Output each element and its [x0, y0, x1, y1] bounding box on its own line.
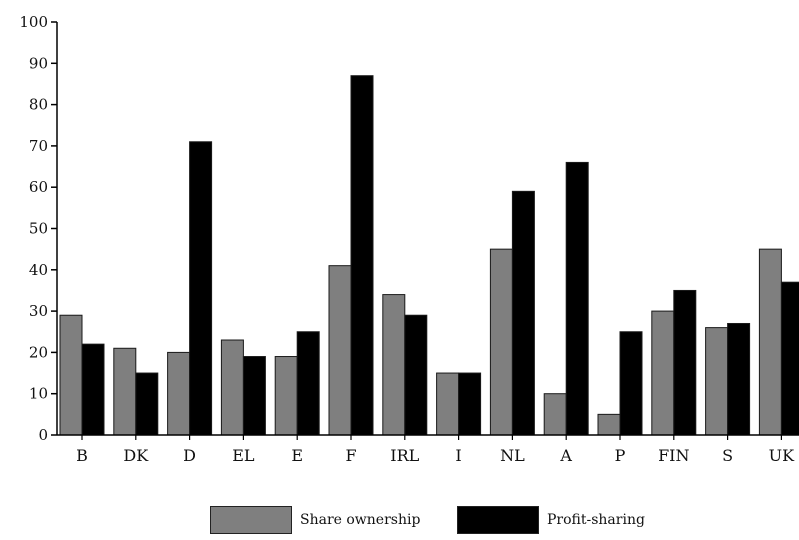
x-tick-label-d: D [183, 446, 196, 465]
legend-label-profit-sharing: Profit-sharing [547, 512, 645, 528]
y-tick-label: 80 [29, 96, 48, 114]
x-tick-label-dk: DK [123, 446, 149, 465]
bar-profit-sharing-el [242, 356, 266, 436]
bar-share-ownership-el [220, 339, 244, 436]
x-tick-label-fin: FIN [658, 446, 689, 465]
x-tick-label-p: P [615, 446, 626, 465]
x-tick-label-irl: IRL [390, 446, 419, 465]
bar-share-ownership-p [597, 413, 621, 436]
legend-swatch-profit-sharing [457, 506, 539, 534]
bar-share-ownership-e [274, 356, 298, 436]
y-tick-label: 10 [29, 385, 48, 403]
y-tick-label: 30 [29, 302, 48, 320]
bar-profit-sharing-b [81, 343, 105, 436]
y-tick-label: 20 [29, 343, 48, 361]
x-tick-label-el: EL [232, 446, 255, 465]
y-tick-label: 50 [29, 220, 48, 238]
bars [59, 75, 799, 436]
y-tick-label: 40 [29, 261, 48, 279]
bar-profit-sharing-irl [404, 314, 428, 436]
bar-profit-sharing-a [565, 161, 589, 436]
bar-profit-sharing-s [727, 322, 751, 436]
bar-profit-sharing-p [619, 331, 643, 436]
x-tick-label-b: B [76, 446, 88, 465]
y-axis: 0 10 20 30 40 50 60 70 80 90 100 [19, 13, 58, 444]
x-tick-label-a: A [559, 446, 572, 465]
x-tick-label-f: F [345, 446, 356, 465]
bar-profit-sharing-d [189, 141, 213, 436]
bar-share-ownership-i [436, 372, 460, 436]
x-tick-label-nl: NL [500, 446, 525, 465]
bar-share-ownership-fin [651, 310, 675, 436]
legend: Share ownership Profit-sharing [0, 506, 799, 540]
legend-item-profit-sharing: Profit-sharing [457, 506, 645, 534]
x-tick-label-e: E [291, 446, 303, 465]
y-tick-label: 90 [29, 54, 48, 72]
y-tick-label: 100 [19, 13, 48, 31]
y-tick-label: 60 [29, 178, 48, 196]
x-tick-label-i: I [455, 446, 461, 465]
bar-share-ownership-dk [113, 347, 137, 436]
x-tick-label-s: S [722, 446, 733, 465]
bar-profit-sharing-fin [673, 289, 697, 436]
x-tick-label-uk: UK [769, 446, 795, 465]
bar-share-ownership-f [328, 265, 352, 436]
legend-item-share-ownership: Share ownership [210, 506, 420, 534]
bar-share-ownership-a [543, 393, 567, 436]
bar-profit-sharing-nl [511, 190, 535, 436]
legend-swatch-share-ownership [210, 506, 292, 534]
bar-share-ownership-uk [758, 248, 782, 436]
legend-label-share-ownership: Share ownership [300, 512, 421, 528]
bar-chart: 0 10 20 30 40 50 60 70 80 90 100 B DK D EL E F IRL I NL A P F… [19, 13, 799, 465]
bar-profit-sharing-uk [780, 281, 799, 436]
bar-profit-sharing-dk [135, 372, 159, 436]
bar-share-ownership-b [59, 314, 83, 436]
x-axis: B DK D EL E F IRL I NL A P FIN S UK [57, 434, 799, 465]
bar-share-ownership-s [705, 327, 729, 436]
bar-share-ownership-d [167, 351, 191, 436]
bar-share-ownership-irl [382, 294, 406, 436]
y-tick-label: 70 [29, 137, 48, 155]
bar-profit-sharing-f [350, 75, 374, 436]
bar-profit-sharing-i [458, 372, 482, 436]
bar-profit-sharing-e [296, 331, 320, 436]
y-tick-label: 0 [38, 426, 48, 444]
bar-share-ownership-nl [489, 248, 513, 436]
